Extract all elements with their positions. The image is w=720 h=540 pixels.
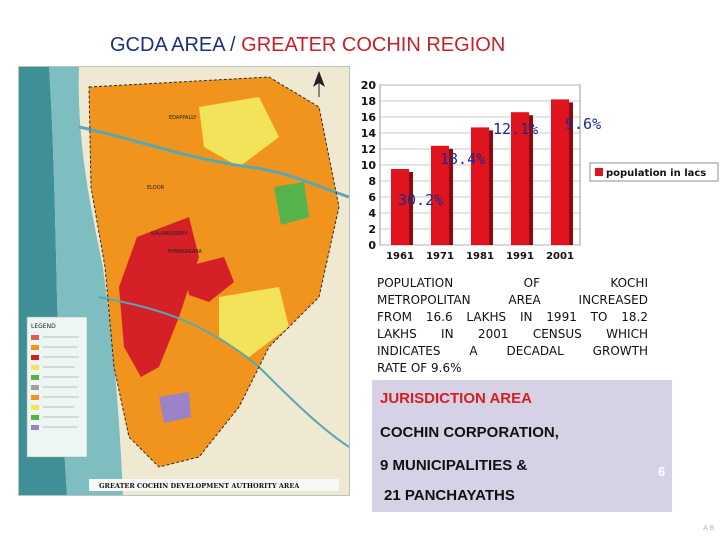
chart-bar-side: [449, 148, 453, 245]
chart-bar: [471, 127, 489, 245]
chart-y-tick-label: 16: [361, 111, 377, 124]
chart-y-tick-label: 10: [361, 159, 377, 172]
chart-bar-side: [569, 102, 573, 246]
jurisdiction-heading: JURISDICTION AREA: [380, 390, 532, 407]
description-line: LAKHS IN 2001 CENSUS WHICH: [377, 327, 648, 341]
chart-x-tick-label: 1961: [386, 251, 414, 262]
map-place-label: EDAPPALLY: [169, 115, 197, 121]
chart-growth-annotation: 18.4%: [440, 150, 485, 168]
chart-bar-side: [529, 115, 533, 245]
population-chart: 0 2 4 6 8 10 12 14 16 18 20 1961 1971 1981 1991 2001 30.…: [350, 79, 720, 265]
population-description: POPULATION OF KOCHI METROPOLITAN AREA IN…: [377, 275, 648, 377]
description-line: METROPOLITAN AREA INCREASED: [377, 293, 648, 307]
chart-y-tick-label: 12: [361, 143, 376, 156]
chart-legend-box: [589, 162, 719, 182]
chart-y-tick-label: 4: [368, 207, 376, 220]
description-line: INDICATES A DECADAL GROWTH: [377, 344, 648, 358]
slide-title-part2: GREATER COCHIN REGION: [241, 34, 506, 56]
chart-x-tick-label: 2001: [546, 251, 574, 262]
chart-growth-annotation: 30.2%: [398, 191, 443, 209]
chart-y-tick-label: 2: [368, 223, 376, 236]
chart-y-tick-label: 6: [368, 191, 376, 204]
chart-y-tick-label: 0: [368, 239, 376, 252]
chart-legend-label: population in lacs: [606, 168, 706, 179]
jurisdiction-item: 21 PANCHAYATHS: [384, 487, 515, 504]
chart-legend-swatch: [595, 168, 603, 176]
chart-bar-side: [489, 130, 493, 245]
map-place-label: ELOOR: [147, 185, 165, 191]
chart-y-tick-label: 8: [368, 175, 376, 188]
north-arrow-icon: [313, 71, 325, 97]
gcda-map: LEGEND EDAPPALLY ELOOR KALAMASSERY THRIK…: [18, 66, 350, 496]
jurisdiction-panel: JURISDICTION AREA COCHIN CORPORATION, 9 …: [372, 380, 672, 512]
chart-growth-annotation: 12.1%: [493, 120, 538, 138]
chart-bar: [511, 112, 529, 245]
slide-title: GCDA AREA / GREATER COCHIN REGION: [110, 34, 505, 57]
description-line: RATE OF 9.6%: [377, 361, 462, 375]
corner-mark: A B: [703, 525, 714, 532]
chart-y-tick-label: 20: [361, 80, 377, 92]
map-legend-title: LEGEND: [31, 323, 56, 330]
page-number: 6: [658, 464, 666, 479]
chart-growth-annotation: 9.6%: [565, 115, 601, 133]
population-chart-svg: 0 2 4 6 8 10 12 14 16 18 20 1961 1971 1981 1991 2001 30.…: [361, 79, 719, 262]
slide-title-part1: GCDA AREA /: [110, 34, 242, 56]
description-line: POPULATION OF KOCHI: [377, 276, 648, 290]
chart-y-tick-label: 18: [361, 95, 376, 108]
chart-bar: [551, 99, 569, 246]
map-place-label: KALAMASSERY: [151, 231, 188, 237]
chart-bar: [391, 169, 409, 245]
jurisdiction-item: COCHIN CORPORATION,: [380, 424, 559, 441]
chart-x-tick-label: 1981: [466, 251, 494, 262]
chart-bar-side: [409, 172, 413, 245]
map-caption: GREATER COCHIN DEVELOPMENT AUTHORITY ARE…: [99, 482, 300, 490]
chart-x-tick-label: 1971: [426, 251, 454, 262]
chart-x-tick-label: 1991: [506, 251, 534, 262]
jurisdiction-item: 9 MUNICIPALITIES &: [380, 457, 528, 474]
chart-y-tick-label: 14: [361, 127, 377, 140]
map-place-label: THRIKKAKARA: [166, 249, 203, 255]
map-drawing: LEGEND EDAPPALLY ELOOR KALAMASSERY THRIK…: [19, 67, 349, 495]
description-line: FROM 16.6 LAKHS IN 1991 TO 18.2: [377, 310, 648, 324]
chart-bar: [431, 145, 449, 245]
